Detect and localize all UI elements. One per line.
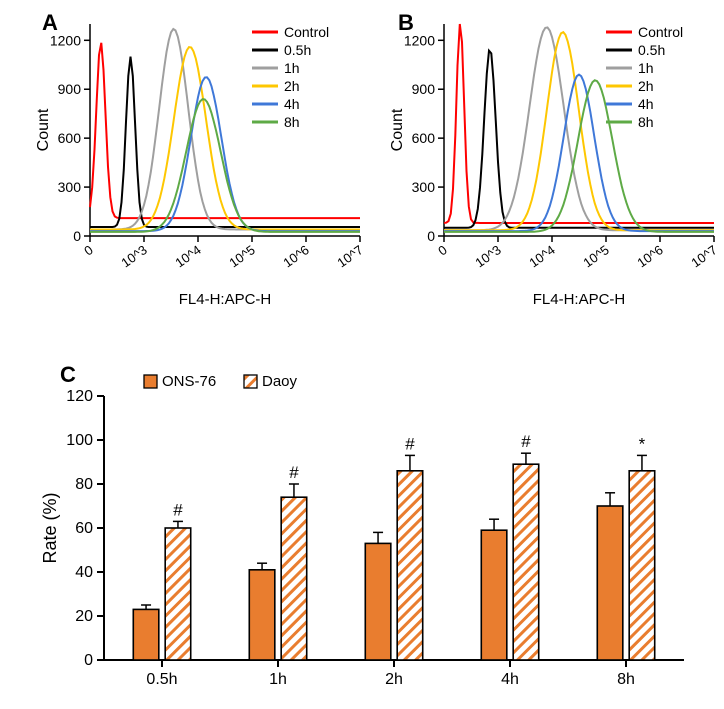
svg-text:10^4: 10^4 bbox=[172, 242, 203, 270]
svg-text:#: # bbox=[289, 463, 299, 482]
svg-text:Count: Count bbox=[389, 108, 406, 151]
svg-text:600: 600 bbox=[58, 130, 82, 146]
svg-text:2h: 2h bbox=[638, 78, 654, 94]
svg-text:10^6: 10^6 bbox=[634, 242, 665, 270]
svg-text:Count: Count bbox=[35, 108, 52, 151]
svg-text:FL4-H:APC-H: FL4-H:APC-H bbox=[179, 291, 272, 308]
svg-text:#: # bbox=[173, 500, 183, 519]
svg-text:10^4: 10^4 bbox=[526, 242, 557, 270]
panel-A-chart: 0 300 600 900 1200 Count 0 10^3 10^4 10^5 10^6 10^7… bbox=[30, 14, 370, 314]
svg-text:1h: 1h bbox=[284, 60, 300, 76]
svg-text:1h: 1h bbox=[638, 60, 654, 76]
svg-text:*: * bbox=[639, 434, 646, 453]
figure-root: A B C 03006009001200Count010^310^410^510… bbox=[0, 0, 724, 709]
svg-text:8h: 8h bbox=[617, 671, 635, 688]
svg-text:#: # bbox=[405, 434, 415, 453]
svg-text:1h: 1h bbox=[269, 671, 287, 688]
svg-text:#: # bbox=[521, 432, 531, 451]
svg-text:Control: Control bbox=[284, 24, 329, 40]
svg-text:0: 0 bbox=[73, 228, 81, 244]
svg-text:0: 0 bbox=[84, 652, 93, 669]
svg-text:Control: Control bbox=[638, 24, 683, 40]
svg-text:8h: 8h bbox=[638, 114, 654, 130]
svg-text:10^3: 10^3 bbox=[118, 242, 149, 270]
svg-text:60: 60 bbox=[75, 520, 93, 537]
svg-text:4h: 4h bbox=[284, 96, 300, 112]
svg-text:120: 120 bbox=[66, 388, 93, 405]
svg-text:0: 0 bbox=[81, 242, 96, 258]
svg-text:600: 600 bbox=[412, 130, 436, 146]
svg-text:0.5h: 0.5h bbox=[146, 671, 177, 688]
svg-text:10^6: 10^6 bbox=[280, 242, 311, 270]
svg-text:Rate (%): Rate (%) bbox=[40, 492, 60, 563]
svg-text:8h: 8h bbox=[284, 114, 300, 130]
svg-text:300: 300 bbox=[412, 179, 436, 195]
svg-text:300: 300 bbox=[58, 179, 82, 195]
panel-C-chart: 0 20 40 60 80 100 120 Rate (%) 0.5h #1h #2h #4h #8h *… bbox=[36, 370, 696, 700]
svg-text:4h: 4h bbox=[638, 96, 654, 112]
panel-B-chart: 0 300 600 900 1200 Count 0 10^3 10^4 10^5 10^6 10^7… bbox=[384, 14, 724, 314]
svg-text:10^3: 10^3 bbox=[472, 242, 503, 270]
svg-text:900: 900 bbox=[58, 81, 82, 97]
svg-text:ONS-76: ONS-76 bbox=[162, 373, 216, 390]
svg-text:900: 900 bbox=[412, 81, 436, 97]
svg-text:0: 0 bbox=[435, 242, 450, 258]
svg-text:Daoy: Daoy bbox=[262, 373, 298, 390]
svg-text:0: 0 bbox=[427, 228, 435, 244]
svg-text:2h: 2h bbox=[284, 78, 300, 94]
svg-text:10^5: 10^5 bbox=[226, 242, 257, 270]
svg-text:10^7: 10^7 bbox=[334, 242, 365, 270]
svg-text:0.5h: 0.5h bbox=[638, 42, 665, 58]
svg-text:100: 100 bbox=[66, 432, 93, 449]
svg-text:FL4-H:APC-H: FL4-H:APC-H bbox=[533, 291, 626, 308]
svg-text:40: 40 bbox=[75, 564, 93, 581]
svg-text:20: 20 bbox=[75, 608, 93, 625]
svg-text:10^7: 10^7 bbox=[688, 242, 719, 270]
svg-text:1200: 1200 bbox=[404, 32, 435, 48]
svg-text:0.5h: 0.5h bbox=[284, 42, 311, 58]
svg-text:1200: 1200 bbox=[50, 32, 81, 48]
svg-text:80: 80 bbox=[75, 476, 93, 493]
svg-text:2h: 2h bbox=[385, 671, 403, 688]
svg-text:4h: 4h bbox=[501, 671, 519, 688]
svg-text:10^5: 10^5 bbox=[580, 242, 611, 270]
